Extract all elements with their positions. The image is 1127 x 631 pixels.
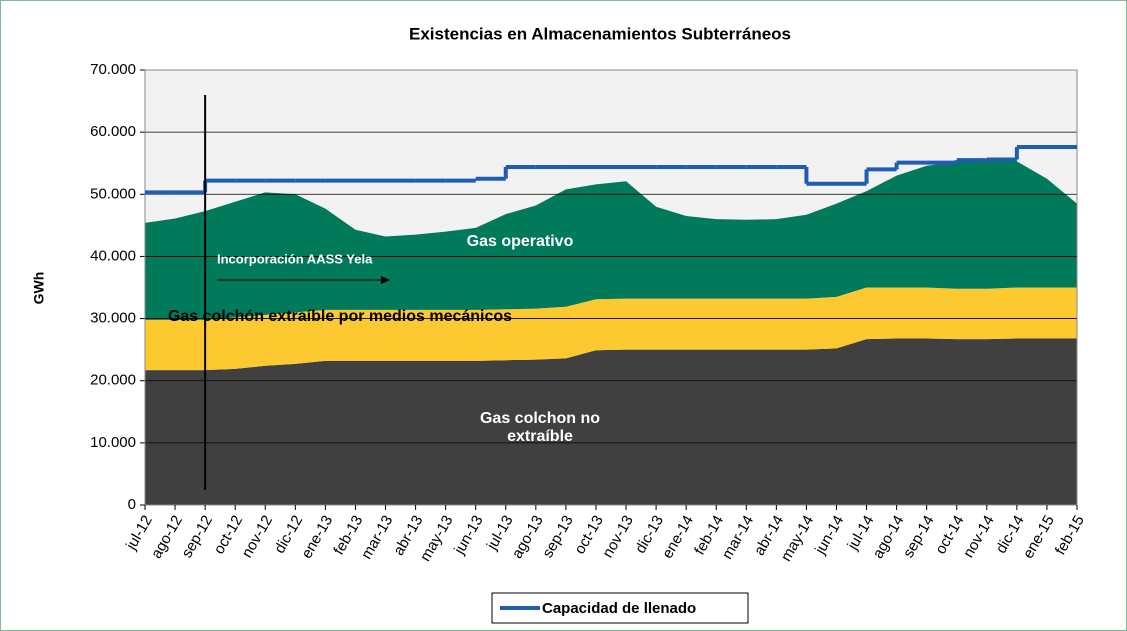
area — [145, 287, 1077, 371]
plot-frame — [144, 69, 1078, 506]
y-tick-label: 20.000 — [90, 372, 136, 389]
y-tick-label: 60.000 — [90, 123, 136, 140]
chart-title: Existencias en Almacenamientos Subterrán… — [409, 24, 791, 43]
area — [145, 338, 1077, 505]
y-tick-label: 50.000 — [90, 185, 136, 202]
y-tick-label: 30.000 — [90, 310, 136, 327]
area-label: Gas colchon no extraíble — [479, 410, 600, 445]
annotation: Incorporación AASS Yela — [217, 251, 373, 266]
y-axis-label: GWh — [31, 272, 47, 305]
y-tick-label: 10.000 — [90, 434, 136, 451]
y-tick-label: 70.000 — [90, 61, 136, 78]
legend-label: Capacidad de llenado — [542, 600, 696, 617]
arrow-head — [381, 276, 390, 284]
area-label: Gas colchón extraíble por medios mecánic… — [167, 308, 513, 325]
area-label: Gas operativo — [466, 233, 574, 250]
y-tick-label: 40.000 — [90, 247, 136, 264]
y-tick-label: 0 — [128, 496, 136, 513]
